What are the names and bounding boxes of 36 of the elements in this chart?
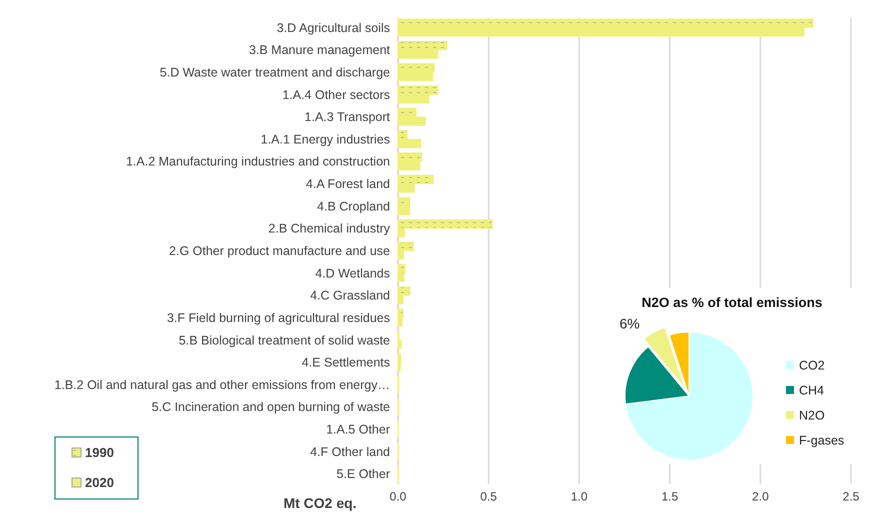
legend-label: 2020: [85, 475, 114, 490]
y-tick-label: 5.D Waste water treatment and discharge: [160, 65, 390, 80]
y-tick-label: 4.F Other land: [310, 444, 390, 459]
y-tick-label: 5.C Incineration and open burning of waste: [152, 400, 390, 414]
y-tick-label: 1.A.1 Energy industries: [260, 132, 390, 146]
legend-label: N2O: [799, 408, 825, 422]
legend-label: CO2: [799, 358, 825, 372]
y-tick-label: 2.B Chemical industry: [268, 222, 391, 236]
y-tick-label: 2.G Other product manufacture and use: [169, 244, 390, 258]
y-tick-label: 4.C Grassland: [310, 288, 390, 303]
y-tick-label: 1.B.2 Oil and natural gas and other emissions from energy…: [54, 378, 390, 392]
y-tick-label: 3.F Field burning of agricultural residues: [166, 310, 390, 325]
x-tick-label: 0.0: [390, 490, 407, 504]
x-tick-label: 1.0: [570, 490, 588, 504]
y-tick-label: 3.D Agricultural soils: [276, 20, 390, 35]
y-tick-label: 4.A Forest land: [306, 177, 390, 192]
legend-label: F-gases: [799, 434, 844, 448]
y-tick-label: 3.B Manure management: [248, 43, 391, 58]
y-tick-label: 1.A.4 Other sectors: [282, 88, 390, 102]
y-tick-label: 5.E Other: [336, 467, 390, 482]
chart-title: N2O as % of total emissions: [642, 295, 822, 310]
y-tick-label: 5.B Biological treatment of solid waste: [178, 333, 390, 348]
legend-label: CH4: [799, 384, 824, 398]
y-tick-label: 1.A.5 Other: [326, 422, 390, 437]
x-tick-label: 2.0: [752, 490, 770, 504]
x-tick-label: 1.5: [661, 490, 678, 504]
legend-label: 1990: [85, 445, 114, 460]
y-tick-label: 4.E Settlements: [302, 356, 390, 370]
y-tick-label: 1.A.3 Transport: [304, 110, 391, 124]
data-label: 6%: [619, 316, 640, 332]
y-tick-label: 4.B Cropland: [317, 199, 390, 214]
y-tick-label: 1.A.2 Manufacturing industries and construction: [126, 154, 390, 169]
x-tick-label: 0.5: [480, 490, 498, 504]
x-tick-label: 2.5: [842, 490, 860, 504]
x-axis-title: Mt CO2 eq.: [283, 495, 357, 511]
y-tick-label: 4.D Wetlands: [315, 266, 390, 280]
